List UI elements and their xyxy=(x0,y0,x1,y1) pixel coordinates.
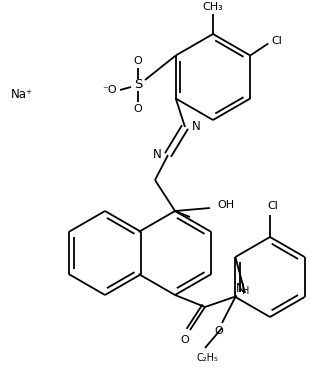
Text: N: N xyxy=(192,120,200,133)
Text: OH: OH xyxy=(217,200,234,210)
Text: Cl: Cl xyxy=(272,36,283,45)
Text: N: N xyxy=(236,282,244,294)
Text: CH₃: CH₃ xyxy=(203,2,223,12)
Text: ⁻O: ⁻O xyxy=(103,85,117,95)
Text: C₂H₅: C₂H₅ xyxy=(196,353,218,363)
Text: O: O xyxy=(134,104,142,114)
Text: O: O xyxy=(181,335,189,345)
Text: S: S xyxy=(134,79,142,91)
Text: H: H xyxy=(242,286,250,296)
Text: Cl: Cl xyxy=(268,201,279,211)
Text: N: N xyxy=(153,149,161,161)
Text: O: O xyxy=(134,56,142,66)
Text: Na⁺: Na⁺ xyxy=(11,88,33,102)
Text: O: O xyxy=(215,326,223,336)
